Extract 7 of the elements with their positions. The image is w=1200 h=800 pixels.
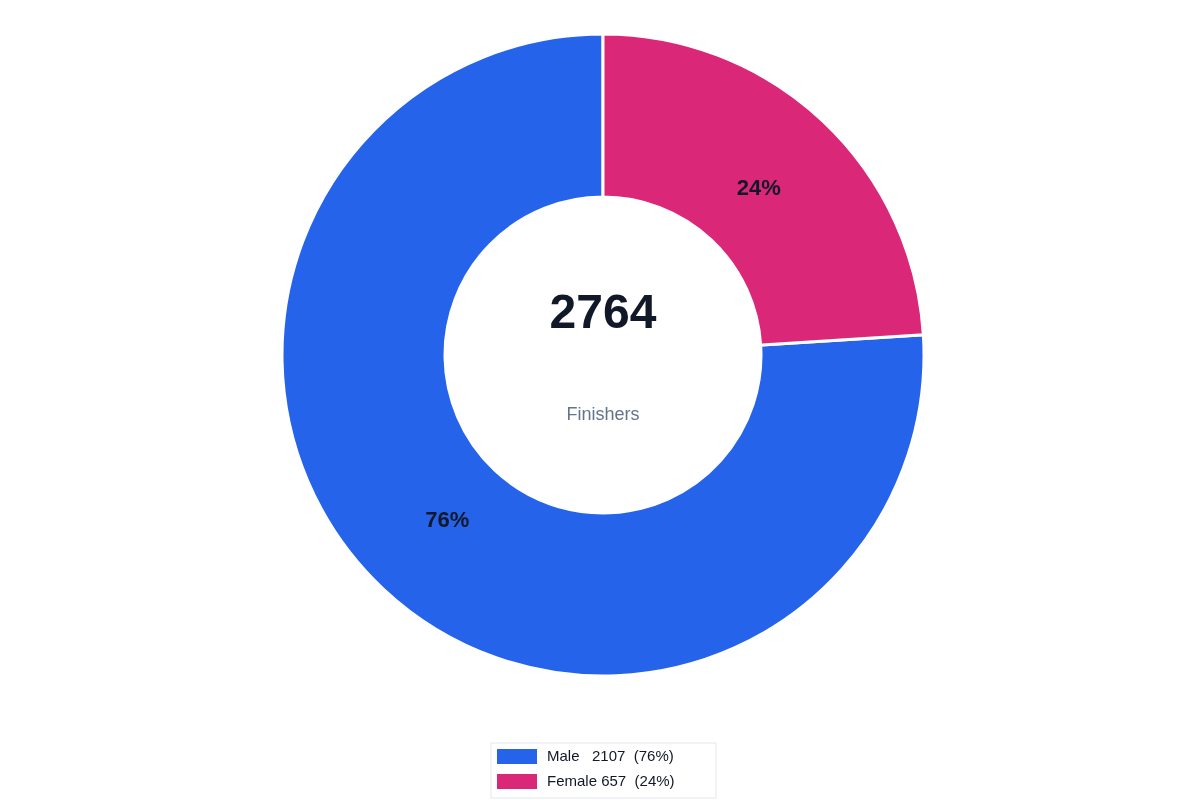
data-label: 24%: [736, 174, 781, 200]
legend-label: Female 657 (24%): [547, 771, 675, 789]
legend-label: Male 2107 (76%): [547, 746, 674, 764]
data-label: 76%: [425, 506, 470, 532]
text: Finishers: [566, 403, 640, 424]
donut-slice: [280, 32, 925, 678]
text: 2764: [549, 284, 657, 338]
